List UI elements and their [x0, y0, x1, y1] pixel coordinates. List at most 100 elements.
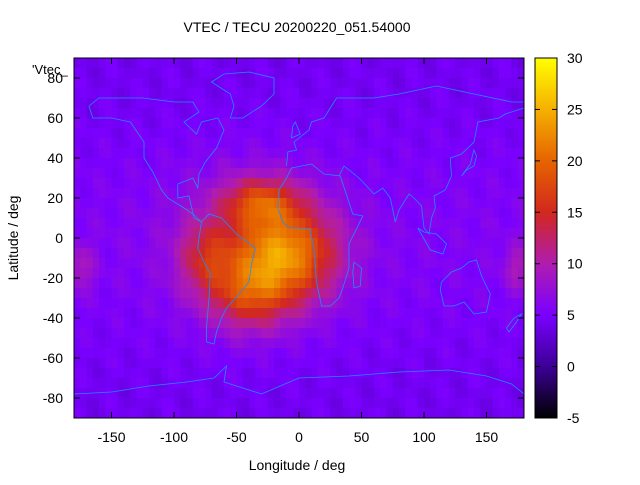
heatmap-cell [149, 138, 156, 149]
heatmap-cell [380, 248, 388, 259]
heatmap-cell [249, 328, 256, 339]
heatmap-cell [380, 68, 388, 79]
heatmap-cell [330, 318, 338, 329]
heatmap-cell [474, 388, 481, 399]
heatmap-cell [380, 378, 388, 389]
heatmap-cell [311, 128, 319, 139]
heatmap-cell [424, 138, 431, 149]
heatmap-cell [280, 308, 288, 319]
heatmap-cell [355, 348, 363, 359]
x-axis-label: Longitude / deg [249, 457, 346, 473]
heatmap-cell [142, 118, 150, 129]
heatmap-cell [411, 398, 419, 409]
heatmap-cell [217, 58, 225, 69]
heatmap-cell [430, 288, 438, 299]
heatmap-cell [380, 408, 388, 418]
heatmap-cell [86, 278, 94, 289]
heatmap-cell [492, 368, 500, 379]
heatmap-cell [317, 288, 325, 299]
heatmap-cell [405, 168, 413, 179]
x-tick-label: 0 [295, 429, 303, 445]
heatmap-cell [499, 168, 506, 179]
y-tick-label: -60 [43, 350, 63, 366]
heatmap-cell [305, 268, 313, 279]
heatmap-cell [342, 158, 350, 169]
heatmap-cell [486, 228, 494, 239]
heatmap-cell [255, 108, 263, 119]
heatmap-cell [430, 78, 438, 89]
heatmap-cell [299, 218, 306, 229]
heatmap-cell [361, 118, 369, 129]
heatmap-cell [417, 338, 425, 349]
heatmap-cell [224, 318, 231, 329]
heatmap-cell [405, 388, 413, 399]
heatmap-cell [230, 268, 238, 279]
heatmap-cell [474, 248, 481, 259]
heatmap-cell [74, 358, 81, 369]
heatmap-cell [449, 188, 456, 199]
heatmap-cell [217, 348, 225, 359]
heatmap-cell [192, 248, 200, 259]
heatmap-cell [405, 78, 413, 89]
heatmap-cell [305, 78, 313, 89]
x-tick-label: 100 [412, 429, 436, 445]
heatmap-cell [449, 118, 456, 129]
heatmap-cell [342, 238, 350, 249]
heatmap-cell [217, 168, 225, 179]
heatmap-cell [486, 378, 494, 389]
heatmap-cell [505, 248, 513, 259]
heatmap-cell [211, 158, 219, 169]
heatmap-cell [324, 358, 331, 369]
heatmap-cell [430, 118, 438, 129]
heatmap-cell [205, 268, 213, 279]
heatmap-cell [230, 128, 238, 139]
heatmap-cell [386, 308, 394, 319]
colorbar-tick-label: 15 [567, 204, 583, 220]
heatmap-cell [267, 98, 275, 109]
heatmap-cell [99, 308, 106, 319]
heatmap-cell [136, 138, 144, 149]
heatmap-cell [417, 238, 425, 249]
heatmap-cell [380, 398, 388, 409]
heatmap-cell [255, 158, 263, 169]
heatmap-cell [255, 408, 263, 418]
heatmap-cell [149, 388, 156, 399]
heatmap-cell [311, 118, 319, 129]
heatmap-cell [317, 168, 325, 179]
heatmap-cell [124, 268, 131, 279]
heatmap-cell [199, 238, 206, 249]
heatmap-cell [399, 148, 406, 159]
heatmap-cell [130, 368, 138, 379]
heatmap-cell [180, 138, 188, 149]
heatmap-cell [161, 208, 169, 219]
heatmap-cell [367, 268, 375, 279]
heatmap-cell [424, 308, 431, 319]
heatmap-cell [149, 338, 156, 349]
heatmap-cell [392, 268, 400, 279]
coastline [439, 259, 491, 315]
heatmap-cell [336, 58, 344, 69]
heatmap-cell [336, 328, 344, 339]
chart-title: VTEC / TECU 20200220_051.54000 [183, 19, 410, 35]
heatmap-cell [74, 298, 81, 309]
heatmap-cell [80, 218, 88, 229]
heatmap-cell [217, 68, 225, 79]
heatmap-cell [86, 148, 94, 159]
heatmap-cell [455, 348, 463, 359]
heatmap-cell [299, 88, 306, 99]
heatmap-cell [361, 308, 369, 319]
heatmap-cell [317, 98, 325, 109]
heatmap-cell [117, 258, 125, 269]
heatmap-cell [142, 178, 150, 189]
heatmap-cell [292, 408, 300, 418]
heatmap-cell [199, 258, 206, 269]
heatmap-cell [461, 178, 469, 189]
heatmap-cell [192, 68, 200, 79]
heatmap-cell [180, 308, 188, 319]
heatmap-cell [242, 138, 250, 149]
heatmap-cell [274, 348, 281, 359]
heatmap-cell [480, 248, 488, 259]
heatmap-cell [399, 288, 406, 299]
heatmap-cell [399, 58, 406, 69]
heatmap-cell [492, 218, 500, 229]
